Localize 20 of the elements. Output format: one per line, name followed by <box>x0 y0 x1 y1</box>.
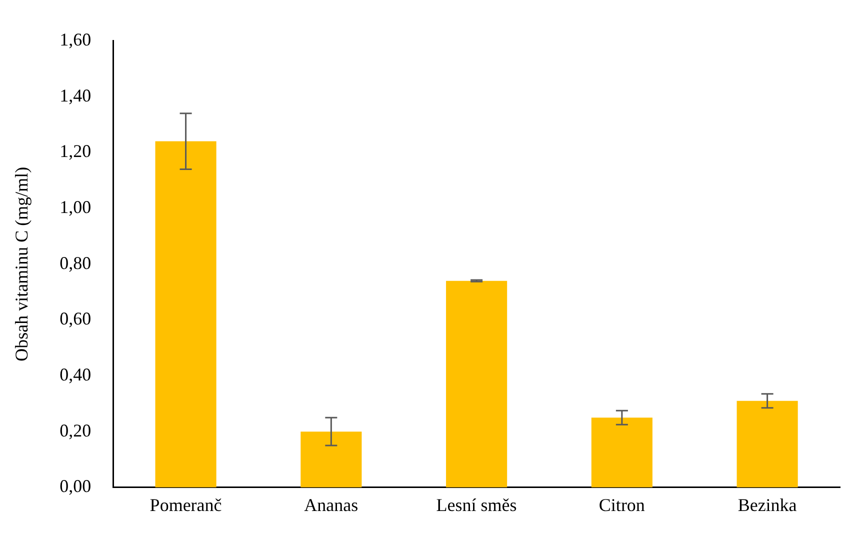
y-tick-label: 0,20 <box>60 420 92 440</box>
y-tick-label: 0,60 <box>60 308 92 329</box>
bar <box>155 141 216 488</box>
x-tick-label: Pomeranč <box>150 494 222 515</box>
y-tick-label: 1,20 <box>60 141 92 162</box>
y-tick-label: 1,00 <box>60 197 92 218</box>
x-tick-label: Lesní směs <box>436 494 517 515</box>
y-axis-title: Obsah vitaminu C (mg/ml) <box>12 166 32 362</box>
bar <box>300 432 362 488</box>
y-tick-label: 0,40 <box>60 364 92 384</box>
x-tick-label: Ananas <box>304 494 358 515</box>
bar <box>446 280 508 488</box>
x-tick-label: Bezinka <box>738 494 797 515</box>
y-tick-label: 1,40 <box>60 85 92 106</box>
y-tick-label: 1,60 <box>60 30 92 50</box>
bar <box>736 400 798 488</box>
y-tick-label: 0,80 <box>60 252 92 273</box>
x-tick-label: Citron <box>598 494 645 515</box>
y-tick-label: 0,00 <box>60 476 92 496</box>
bar <box>591 418 652 488</box>
